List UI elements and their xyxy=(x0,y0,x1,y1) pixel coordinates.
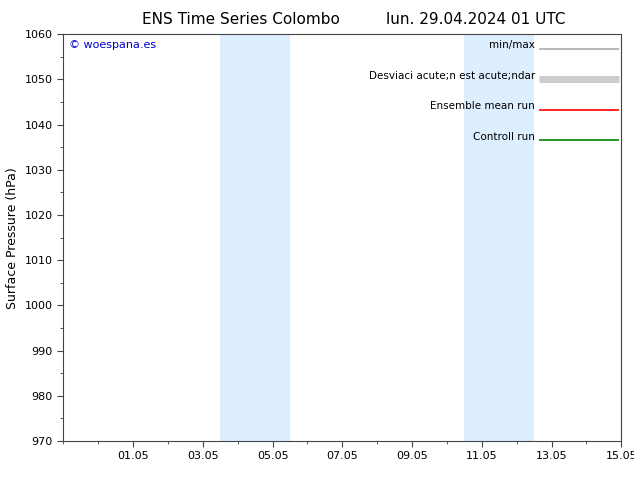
Text: lun. 29.04.2024 01 UTC: lun. 29.04.2024 01 UTC xyxy=(385,12,566,27)
Text: Ensemble mean run: Ensemble mean run xyxy=(430,101,535,111)
Bar xyxy=(464,34,534,441)
Text: ENS Time Series Colombo: ENS Time Series Colombo xyxy=(142,12,340,27)
Bar xyxy=(221,34,290,441)
Text: Controll run: Controll run xyxy=(473,132,535,142)
Text: © woespana.es: © woespana.es xyxy=(69,40,156,50)
Y-axis label: Surface Pressure (hPa): Surface Pressure (hPa) xyxy=(6,167,19,309)
Text: min/max: min/max xyxy=(489,40,535,50)
Text: Desviaci acute;n est acute;ndar: Desviaci acute;n est acute;ndar xyxy=(368,71,535,81)
